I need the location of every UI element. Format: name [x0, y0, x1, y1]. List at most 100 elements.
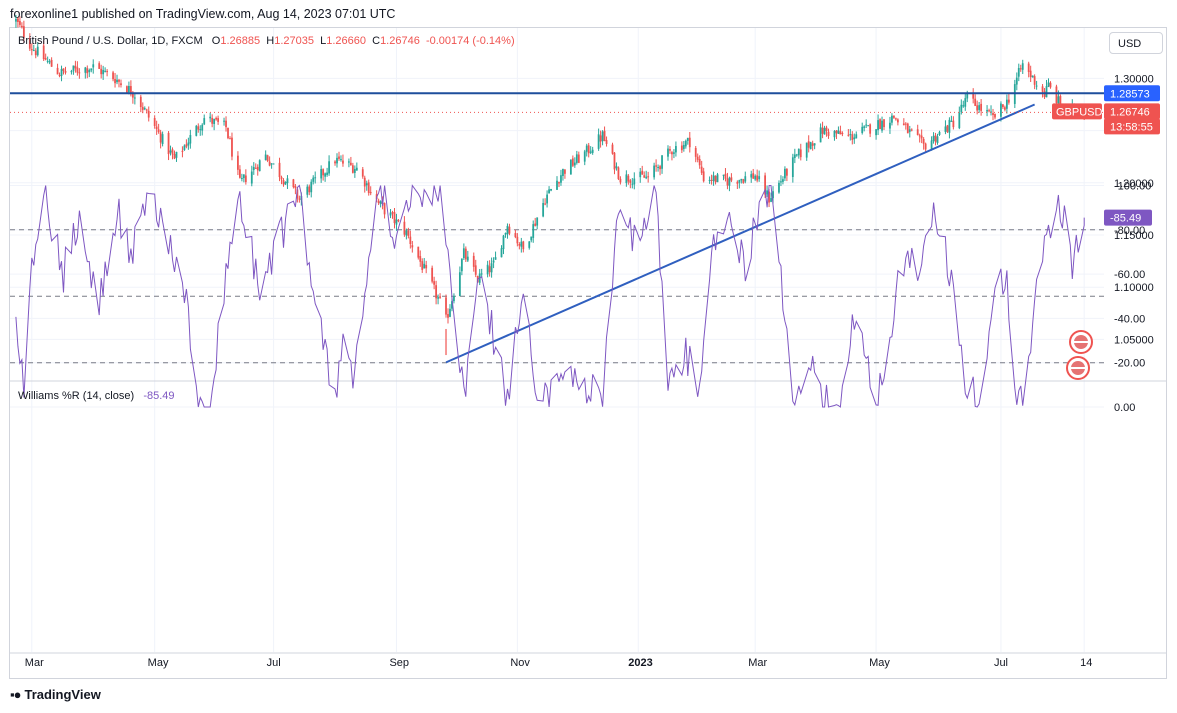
- candle-body: [494, 257, 497, 260]
- candle-body: [575, 154, 578, 163]
- candle-body: [197, 126, 200, 130]
- candle-body: [86, 68, 89, 74]
- candle-body: [780, 181, 782, 183]
- close-value: 1.26746: [380, 35, 420, 47]
- candle-body: [268, 161, 271, 166]
- time-tick-label: May: [148, 657, 169, 669]
- candle-body: [1021, 63, 1024, 70]
- candle-body: [118, 79, 120, 82]
- candle-body: [183, 145, 186, 151]
- candle-body: [784, 168, 786, 179]
- price-tick-label: 1.20000: [1114, 178, 1154, 190]
- candle-body: [72, 65, 75, 71]
- price-tick-label: 1.05000: [1114, 334, 1154, 346]
- candle-body: [508, 226, 511, 234]
- candle-body: [1035, 85, 1038, 87]
- candle-body: [1049, 82, 1052, 88]
- candle-body: [449, 308, 451, 317]
- low-value: 1.26660: [326, 35, 366, 47]
- candle-body: [722, 174, 725, 176]
- publisher-line: forexonline1 published on TradingView.co…: [10, 7, 396, 21]
- brand-footer[interactable]: ▪● TradingView: [10, 687, 101, 702]
- high-label: H: [266, 35, 275, 47]
- candle-body: [280, 177, 283, 180]
- candle-body: [583, 151, 586, 162]
- candle-body: [827, 131, 830, 136]
- symbol-tag: GBPUSD: [1056, 106, 1103, 118]
- candle-body: [653, 165, 656, 178]
- candle-body: [639, 171, 642, 178]
- candle-body: [407, 230, 410, 236]
- candle-body: [675, 146, 677, 153]
- candle-body: [544, 203, 547, 205]
- candle-body: [980, 103, 983, 111]
- candle-body: [264, 154, 267, 161]
- candle-body: [211, 117, 214, 124]
- candle-body: [128, 85, 130, 93]
- candle-body: [821, 127, 824, 134]
- level-price-label-bg: [1104, 85, 1160, 102]
- candle-body: [1015, 77, 1018, 85]
- symbol-legend: British Pound / U.S. Dollar, 1D, FXCM O1…: [18, 35, 515, 47]
- candle-body: [986, 110, 988, 112]
- candle-body: [112, 72, 114, 80]
- candle-body: [904, 123, 907, 125]
- candle-body: [215, 117, 218, 120]
- candle-body: [819, 127, 822, 143]
- time-tick-label: Jul: [267, 657, 281, 669]
- candle-body: [936, 136, 939, 144]
- candle-body: [439, 296, 441, 298]
- candle-body: [64, 70, 67, 73]
- candle-body: [155, 126, 158, 130]
- candle-body: [62, 68, 65, 72]
- candle-body: [185, 144, 188, 147]
- candle-body: [556, 180, 558, 190]
- candle-body: [175, 151, 178, 158]
- candle-body: [1031, 75, 1034, 78]
- candle-body: [752, 173, 755, 179]
- candle-body: [50, 59, 53, 67]
- candle-body: [223, 120, 225, 122]
- candle-body: [298, 198, 301, 200]
- candle-body: [645, 176, 648, 179]
- candle-body: [379, 201, 382, 204]
- candle-body: [696, 156, 699, 160]
- candle-body: [334, 161, 336, 164]
- candle-body: [310, 181, 313, 193]
- last-price-label: 1.26746: [1110, 106, 1150, 118]
- candle-body: [585, 145, 588, 152]
- candle-body: [823, 127, 826, 135]
- open-value: 1.26885: [220, 35, 261, 47]
- candle-body: [326, 172, 329, 175]
- candle-body: [680, 145, 683, 151]
- candle-body: [60, 69, 63, 76]
- currency-button[interactable]: USD: [1109, 32, 1163, 54]
- candle-body: [421, 261, 424, 270]
- candle-body: [974, 98, 977, 106]
- candle-body: [684, 140, 687, 147]
- candle-body: [633, 178, 636, 185]
- candle-body: [129, 86, 132, 95]
- candle-body: [603, 130, 606, 142]
- candle-body: [28, 37, 31, 49]
- candle-body: [284, 181, 287, 185]
- candle-body: [708, 179, 711, 181]
- currency-flags: [1066, 330, 1093, 380]
- candle-body: [256, 166, 259, 171]
- wpr-tick-label: -20.00: [1114, 358, 1145, 370]
- candle-body: [863, 126, 866, 128]
- candle-body: [409, 236, 412, 245]
- candle-body: [458, 272, 461, 296]
- candle-body: [403, 221, 406, 235]
- time-tick-label: 14: [1080, 657, 1092, 669]
- candle-body: [627, 175, 630, 182]
- candle-body: [1045, 86, 1048, 98]
- candle-body: [161, 134, 164, 145]
- candle-body: [643, 175, 646, 178]
- candle-body: [1057, 96, 1060, 104]
- candle-body: [948, 119, 951, 133]
- candle-body: [964, 98, 967, 107]
- candle-body: [811, 143, 814, 146]
- candle-body: [237, 155, 239, 170]
